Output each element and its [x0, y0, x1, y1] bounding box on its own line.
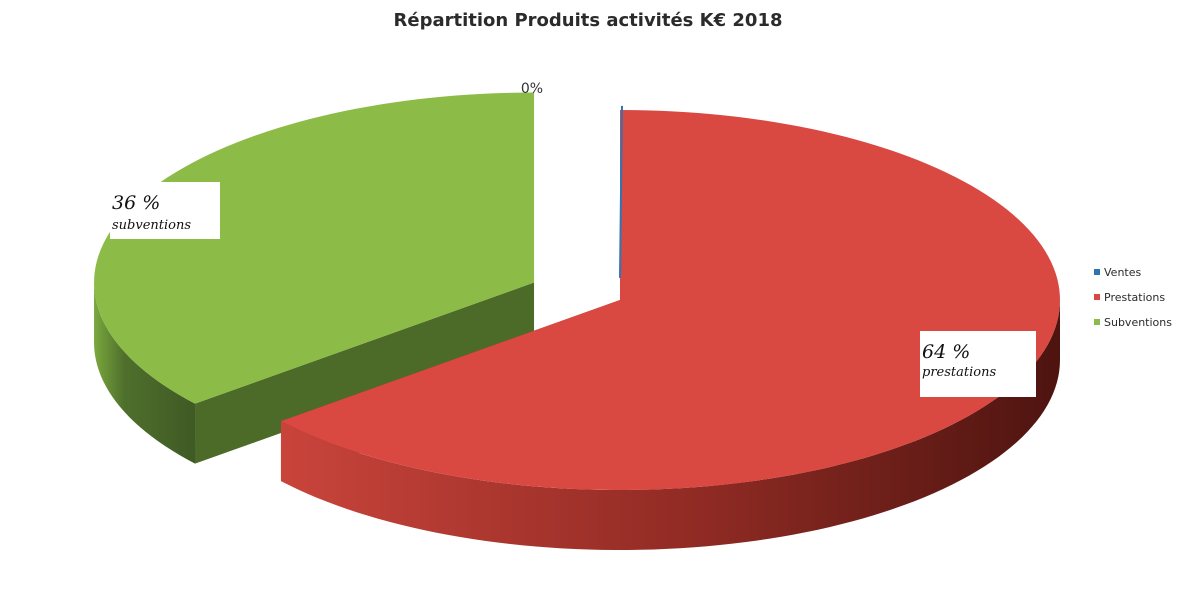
legend-label-ventes: Ventes: [1104, 266, 1141, 279]
legend-item-prestations: Prestations: [1094, 291, 1165, 304]
pie-slice-prestations-side: [280, 300, 1061, 550]
data-label-subventions: 36 % subventions: [110, 182, 220, 239]
pie-slices: [94, 92, 1061, 550]
legend: Ventes Prestations Subventions: [1094, 266, 1172, 329]
pie-slice-subventions-wall-start: [195, 282, 535, 464]
legend-label-prestations: Prestations: [1104, 291, 1165, 304]
pie-slice-ventes: [619, 105, 623, 278]
pie-slice-prestations: [280, 110, 1061, 550]
data-label-prestations-percent: 64 %: [922, 341, 970, 363]
legend-item-ventes: Ventes: [1094, 266, 1141, 279]
pie-slice-prestations-top: [280, 110, 1060, 490]
chart-title: Répartition Produits activités K€ 2018: [394, 10, 783, 31]
legend-label-subventions: Subventions: [1104, 316, 1172, 329]
legend-swatch-prestations: [1094, 294, 1100, 300]
data-label-prestations-box: [920, 331, 1036, 397]
pie-slice-ventes-edge: [619, 105, 623, 278]
pie-slice-subventions-side: [94, 282, 196, 464]
legend-item-subventions: Subventions: [1094, 316, 1172, 329]
pie-slice-subventions: [94, 92, 535, 464]
data-label-prestations: 64 % prestations: [920, 331, 1036, 397]
data-label-subventions-box: [110, 182, 220, 239]
data-label-ventes: 0%: [521, 81, 543, 97]
data-label-subventions-name: subventions: [112, 218, 191, 233]
pie-slice-subventions-top: [94, 92, 535, 404]
data-label-subventions-percent: 36 %: [112, 192, 160, 214]
data-label-prestations-name: prestations: [922, 365, 996, 380]
legend-swatch-ventes: [1094, 269, 1100, 275]
legend-swatch-subventions: [1094, 319, 1100, 325]
